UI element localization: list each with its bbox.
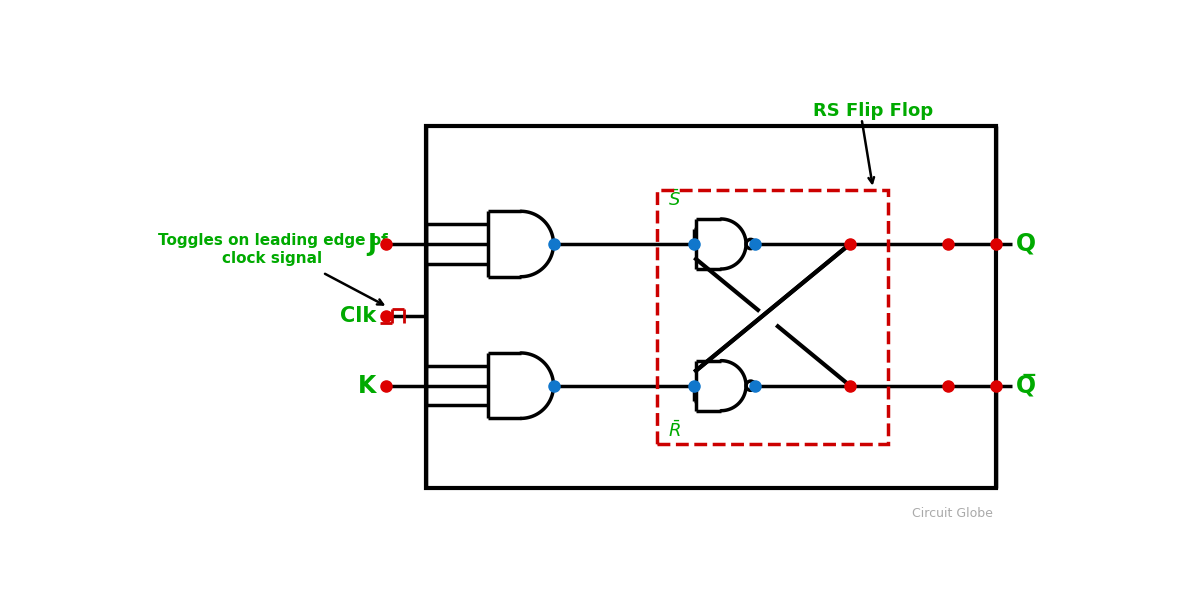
Text: Toggles on leading edge of
clock signal: Toggles on leading edge of clock signal [157,233,388,266]
Text: $\bar{R}$: $\bar{R}$ [668,420,681,440]
Text: $\bar{S}$: $\bar{S}$ [668,189,681,210]
Text: Circuit Globe: Circuit Globe [912,507,992,520]
Text: Clk: Clk [340,306,376,327]
Text: Q̅: Q̅ [1016,374,1035,398]
Text: J: J [368,232,376,256]
Text: K: K [358,374,376,398]
Bar [657,190,889,444]
Bar [426,126,997,488]
Text: Q: Q [1016,232,1035,256]
Text: RS Flip Flop: RS Flip Flop [813,102,933,120]
